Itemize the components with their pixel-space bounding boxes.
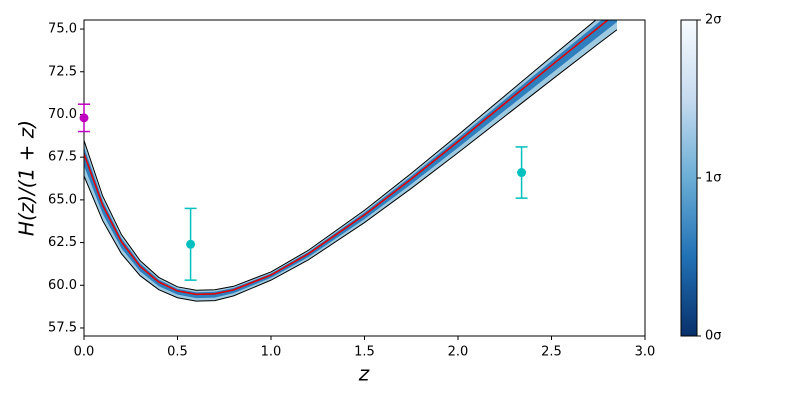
y-tick-label: 65.0 — [48, 192, 77, 207]
y-axis-label: H(z)/(1 + z) — [15, 120, 39, 236]
y-tick-label: 60.0 — [48, 278, 77, 293]
x-tick-label: 3.0 — [635, 345, 656, 360]
data-point — [517, 168, 527, 178]
colorbar-tick-label: 2σ — [705, 13, 722, 28]
x-tick-label: 2.5 — [541, 345, 562, 360]
y-tick-label: 67.5 — [48, 150, 77, 165]
x-tick-label: 1.5 — [354, 345, 375, 360]
band-2sigma — [84, 20, 617, 302]
x-tick-label: 2.0 — [448, 345, 469, 360]
y-tick-label: 62.5 — [48, 235, 77, 250]
colorbar-tick-label: 1σ — [705, 171, 722, 186]
colorbar-tick-label: 0σ — [705, 329, 722, 344]
y-tick-label: 57.5 — [48, 320, 77, 335]
y-tick-label: 72.5 — [48, 64, 77, 79]
2sigma-contour — [84, 20, 597, 291]
y-tick-label: 75.0 — [48, 22, 77, 37]
y-tick-label: 70.0 — [48, 107, 77, 122]
x-axis-label: z — [358, 362, 370, 386]
x-tick-label: 1.0 — [261, 345, 282, 360]
2sigma-contour — [84, 29, 618, 302]
data-point — [79, 113, 89, 123]
x-tick-label: 0.5 — [167, 345, 188, 360]
x-tick-label: 0.0 — [74, 345, 95, 360]
band-1sigma — [84, 20, 617, 299]
best-fit-line — [84, 20, 610, 296]
plot-area — [84, 20, 618, 302]
colorbar — [680, 19, 698, 337]
data-point — [186, 239, 196, 249]
